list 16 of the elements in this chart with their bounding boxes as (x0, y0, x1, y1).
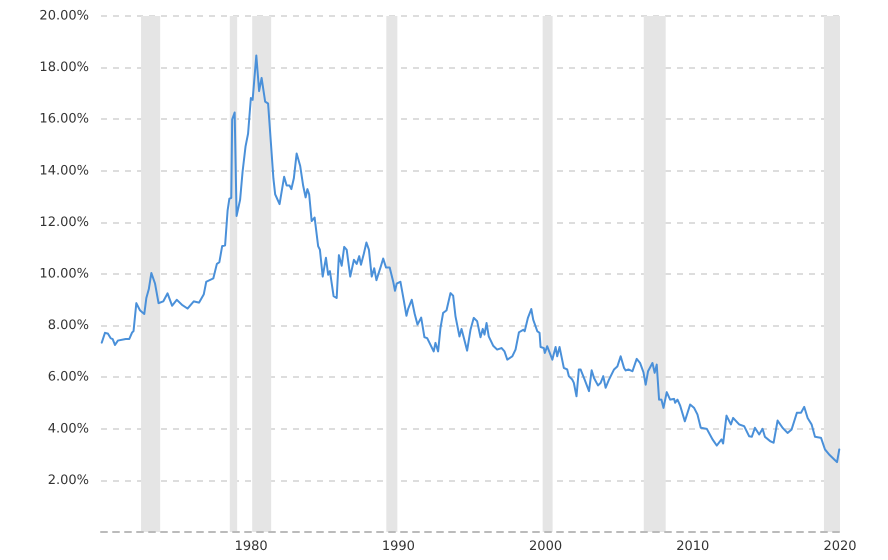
line-series (100, 54, 840, 464)
x-tick-label: 2000 (529, 539, 562, 554)
y-tick-label: 8.00% (48, 318, 89, 334)
y-tick-label: 20.00% (39, 8, 89, 24)
x-tick-label: 2020 (823, 539, 857, 554)
y-tick-label: 16.00% (39, 112, 89, 127)
y-tick-label: 18.00% (39, 60, 89, 76)
y-tick-label: 10.00% (39, 266, 89, 282)
y-tick-label: 6.00% (48, 370, 89, 385)
y-tick-label: 2.00% (48, 472, 89, 488)
y-tick-label: 14.00% (39, 163, 89, 178)
y-tick-label: 12.00% (39, 214, 89, 230)
y-tick-label: 4.00% (48, 421, 89, 436)
x-tick-label: 1980 (234, 539, 268, 554)
x-tick-label: 2010 (676, 539, 710, 554)
x-tick-label: 1990 (382, 539, 415, 554)
